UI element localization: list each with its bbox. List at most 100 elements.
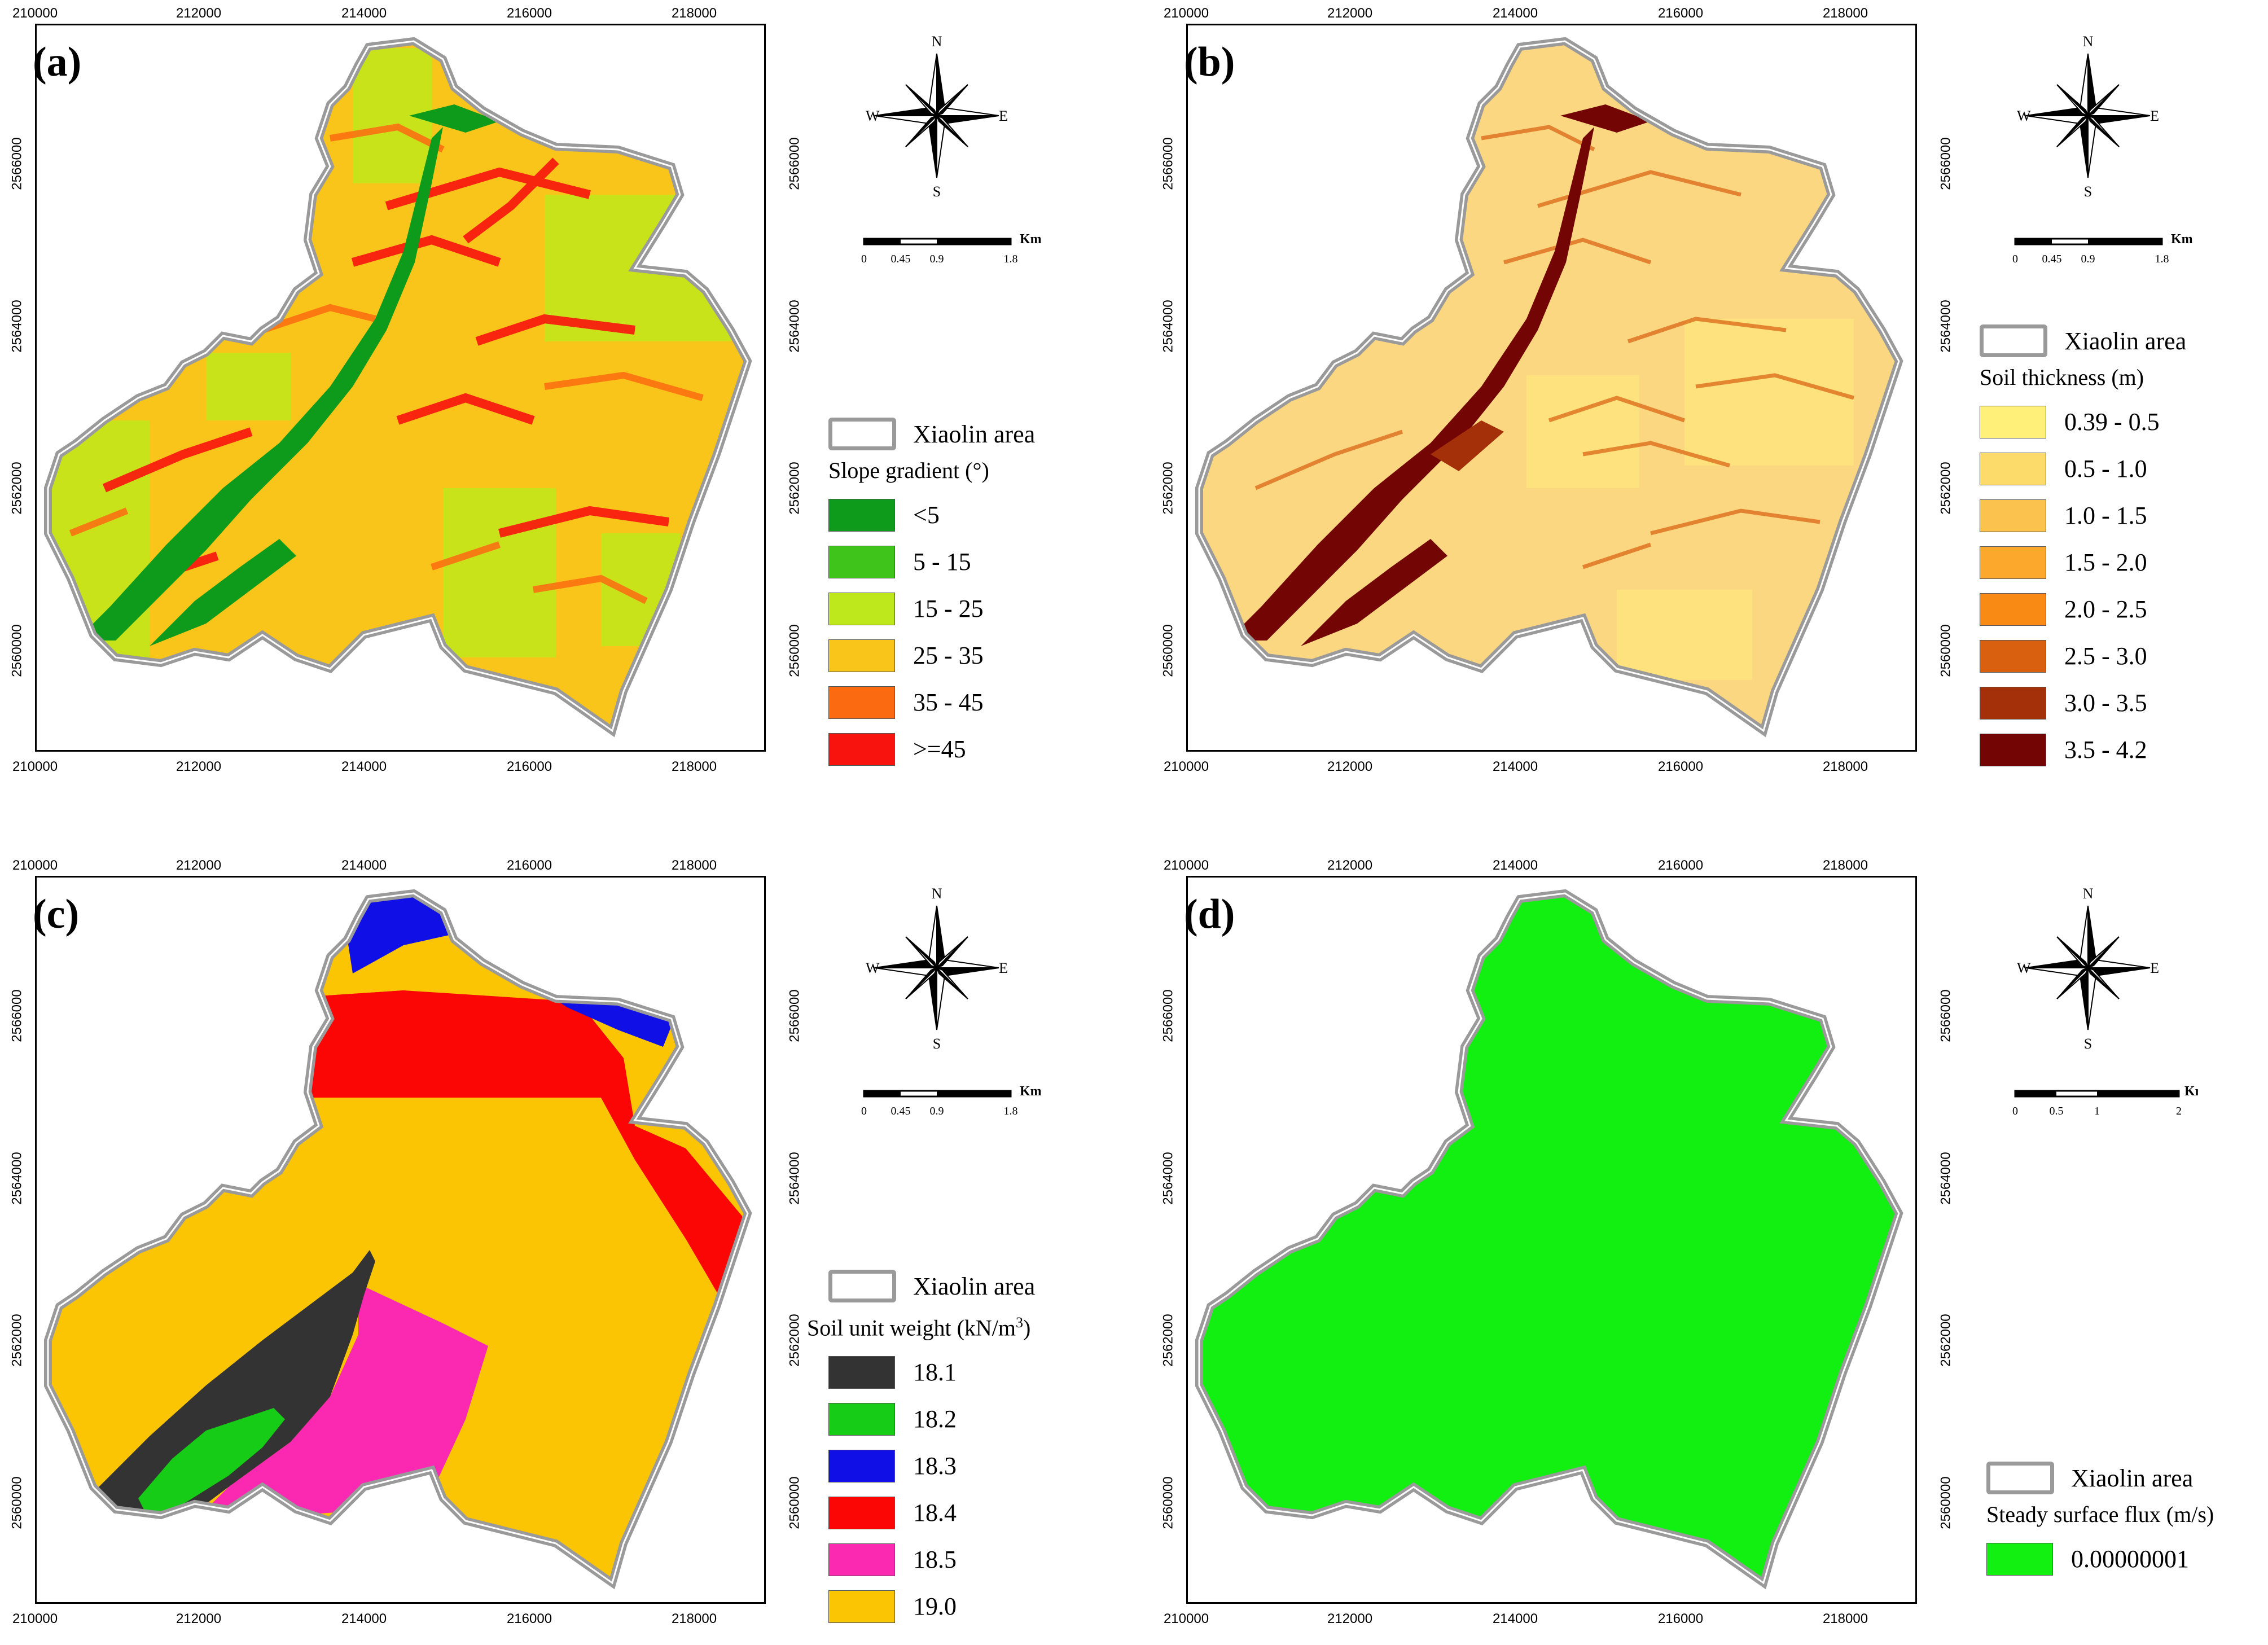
scale-unit: Km: [2184, 1084, 2198, 1099]
legend-item: >=45: [828, 726, 1144, 773]
easting-tick-top: 216000: [506, 858, 552, 873]
northing-tick-right: 2560000: [1938, 624, 1954, 677]
panel-label: (b): [1184, 39, 1235, 85]
scale-tick: 2: [2176, 1105, 2182, 1117]
northing-tick-right: 2566000: [1938, 989, 1954, 1042]
legend-swatch: [828, 686, 895, 719]
legend-title: Slope gradient (°): [828, 458, 989, 483]
study-area-symbol: [1980, 324, 2047, 357]
easting-tick-bottom: 210000: [12, 1611, 58, 1626]
scale-tick: 0.45: [2042, 253, 2062, 265]
easting-tick-top: 210000: [12, 858, 58, 873]
compass-e-label: E: [2150, 108, 2159, 124]
legend-swatch: [1980, 453, 2046, 485]
legend-swatch: [828, 1356, 895, 1389]
northing-tick-left: 2560000: [9, 624, 25, 677]
northing-tick-left: 2566000: [1160, 137, 1176, 190]
easting-tick-top: 214000: [341, 6, 387, 21]
northing-tick-right: 2564000: [1938, 1152, 1954, 1205]
surface-flux-map: [1188, 878, 1915, 1602]
easting-tick-bottom: 218000: [671, 1611, 717, 1626]
northing-tick-left: 2566000: [9, 989, 25, 1042]
panel-label: (d): [1184, 891, 1235, 937]
map-legend: Xiaolin area Slope gradient (°) <5 5 - 1…: [828, 418, 1144, 773]
easting-tick-bottom: 216000: [1657, 1611, 1704, 1626]
easting-tick-top: 212000: [176, 6, 222, 21]
easting-tick-bottom: 210000: [1163, 1611, 1209, 1626]
legend-swatch: [828, 1590, 895, 1624]
easting-tick-top: 210000: [12, 6, 58, 21]
easting-tick-bottom: 212000: [1327, 1611, 1373, 1626]
legend-swatch: [828, 1497, 895, 1530]
map-frame: [1186, 24, 1917, 752]
compass-s-label: S: [933, 1036, 941, 1050]
legend-item: 18.3: [828, 1443, 1123, 1490]
compass-e-label: E: [2150, 960, 2159, 976]
panel-label: (c): [33, 891, 80, 937]
legend-label: 35 - 45: [913, 688, 984, 716]
legend-swatch: [1980, 640, 2046, 673]
scale-tick: 0.45: [891, 1105, 911, 1117]
easting-tick-bottom: 210000: [1163, 759, 1209, 774]
study-area-label: Xiaolin area: [913, 420, 1036, 448]
legend-title-close: ): [1023, 1315, 1031, 1341]
study-area-label: Xiaolin area: [2071, 1464, 2194, 1492]
easting-tick-bottom: 214000: [341, 759, 387, 774]
legend-label: 18.1: [913, 1358, 957, 1387]
compass-n-label: N: [932, 33, 942, 50]
legend-label: 0.00000001: [2071, 1545, 2189, 1573]
scale-unit: Km: [1020, 232, 1042, 247]
easting-tick-bottom: 212000: [1327, 759, 1373, 774]
legend-label: 2.0 - 2.5: [2064, 595, 2147, 623]
compass-s-label: S: [2084, 1036, 2092, 1050]
compass-n-label: N: [2083, 33, 2094, 50]
legend-item: 5 - 15: [828, 539, 1144, 586]
north-arrow-icon: N S E W: [866, 885, 1008, 1050]
easting-tick-bottom: 216000: [1657, 759, 1704, 774]
legend-label: 1.0 - 1.5: [2064, 502, 2147, 529]
legend-swatch: [828, 639, 895, 672]
northing-tick-left: 2560000: [1160, 624, 1176, 677]
northing-tick-left: 2564000: [9, 300, 25, 353]
compass-w-label: W: [866, 960, 880, 976]
compass-n-label: N: [2083, 885, 2094, 902]
soil-thickness-map: [1188, 25, 1915, 750]
northing-tick-right: 2564000: [787, 1152, 802, 1205]
northing-tick-right: 2562000: [787, 1314, 802, 1367]
easting-tick-top: 212000: [1327, 858, 1373, 873]
compass-e-label: E: [999, 960, 1008, 976]
legend-label: 2.5 - 3.0: [2064, 642, 2147, 670]
legend-swatch: [1986, 1543, 2053, 1576]
legend-swatch: [828, 593, 895, 625]
easting-tick-bottom: 212000: [176, 759, 222, 774]
legend-title-text: Soil unit weight (kN/m: [807, 1315, 1016, 1341]
north-arrow-icon: N S E W: [866, 33, 1008, 198]
northing-tick-left: 2562000: [1160, 462, 1176, 515]
legend-item: 0.5 - 1.0: [1980, 446, 2268, 493]
legend-item: 0.39 - 0.5: [1980, 399, 2268, 446]
legend-item: 1.5 - 2.0: [1980, 539, 2268, 586]
easting-tick-bottom: 218000: [1822, 759, 1868, 774]
legend-item: 25 - 35: [828, 633, 1144, 679]
scale-tick: 0: [2012, 1105, 2018, 1117]
northing-tick-right: 2566000: [787, 989, 802, 1042]
scale-bar: Km 0 0.45 0.9 1.8: [861, 232, 1042, 265]
scale-tick: 0.5: [2050, 1105, 2064, 1117]
map-frame: [35, 24, 766, 752]
legend-label: 18.4: [913, 1499, 957, 1527]
scale-bar: Km 0 0.45 0.9 1.8: [2012, 232, 2193, 265]
slope-gradient-map: [37, 25, 764, 750]
easting-tick-top: 210000: [1163, 6, 1209, 21]
legend-label: <5: [913, 501, 940, 529]
legend-title: Soil thickness (m): [1980, 365, 2144, 390]
easting-tick-bottom: 214000: [1492, 1611, 1538, 1626]
map-legend: Xiaolin area Soil unit weight (kN/m3) 18…: [807, 1270, 1123, 1630]
legend-item: 18.1: [828, 1349, 1123, 1396]
northing-tick-right: 2566000: [1938, 137, 1954, 190]
northing-tick-left: 2560000: [1160, 1476, 1176, 1529]
legend-label: 3.0 - 3.5: [2064, 689, 2147, 717]
legend-label: 18.5: [913, 1546, 957, 1574]
legend-item: 19.0: [828, 1583, 1123, 1630]
legend-title-superscript: 3: [1016, 1314, 1023, 1331]
northing-tick-left: 2566000: [1160, 989, 1176, 1042]
